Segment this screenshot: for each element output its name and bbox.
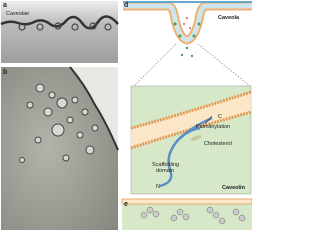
bilayer-band bbox=[131, 92, 251, 148]
palmitoyl-chains bbox=[204, 115, 213, 125]
panel-caption: Caveolae bbox=[6, 11, 29, 17]
membrane-edge bbox=[69, 66, 119, 151]
panel-label: a bbox=[3, 2, 7, 9]
caveolin-hairpin bbox=[177, 126, 201, 141]
panel-caption: Caveola bbox=[218, 15, 240, 21]
inset: C Palmitoylation Cholesterol Scaffolding… bbox=[130, 85, 252, 195]
scaffolding-label: Scaffolding bbox=[152, 162, 179, 168]
palmitoylation-label: Palmitoylation bbox=[196, 124, 230, 130]
protein-label: Caveolin bbox=[222, 185, 246, 191]
oligomers bbox=[140, 206, 246, 225]
panel-label: e bbox=[124, 201, 128, 208]
scaffolding-label: domain bbox=[156, 168, 174, 174]
head-groups bbox=[130, 90, 252, 130]
panel-d: d Caveola bbox=[123, 1, 252, 87]
panel-label: b bbox=[3, 69, 7, 76]
panel-a: a Caveolae bbox=[0, 1, 119, 63]
caveolin-chain bbox=[159, 116, 213, 188]
head-groups bbox=[130, 110, 252, 150]
panel-e: e bbox=[121, 198, 252, 230]
membrane-edge bbox=[0, 15, 119, 30]
caveolin-dots bbox=[173, 22, 201, 58]
micrograph-a bbox=[1, 1, 118, 63]
bilayer-outer bbox=[123, 1, 252, 45]
cholesterol-label: Cholesterol bbox=[204, 141, 232, 147]
cholesterol-mol bbox=[190, 135, 202, 141]
caveolae-profiles bbox=[18, 22, 112, 31]
membrane bbox=[121, 198, 252, 205]
c-terminus: C bbox=[218, 114, 222, 120]
bilayer-core bbox=[123, 3, 252, 43]
panel-label: d bbox=[124, 2, 128, 9]
vesicles bbox=[19, 83, 99, 163]
n-terminus: N bbox=[156, 184, 160, 190]
extracellular-space bbox=[70, 67, 118, 150]
zoom-lines bbox=[133, 43, 251, 87]
figure: a Caveolae b d Caveola bbox=[0, 1, 252, 230]
panel-b: b bbox=[1, 66, 119, 230]
cargo bbox=[183, 17, 191, 29]
